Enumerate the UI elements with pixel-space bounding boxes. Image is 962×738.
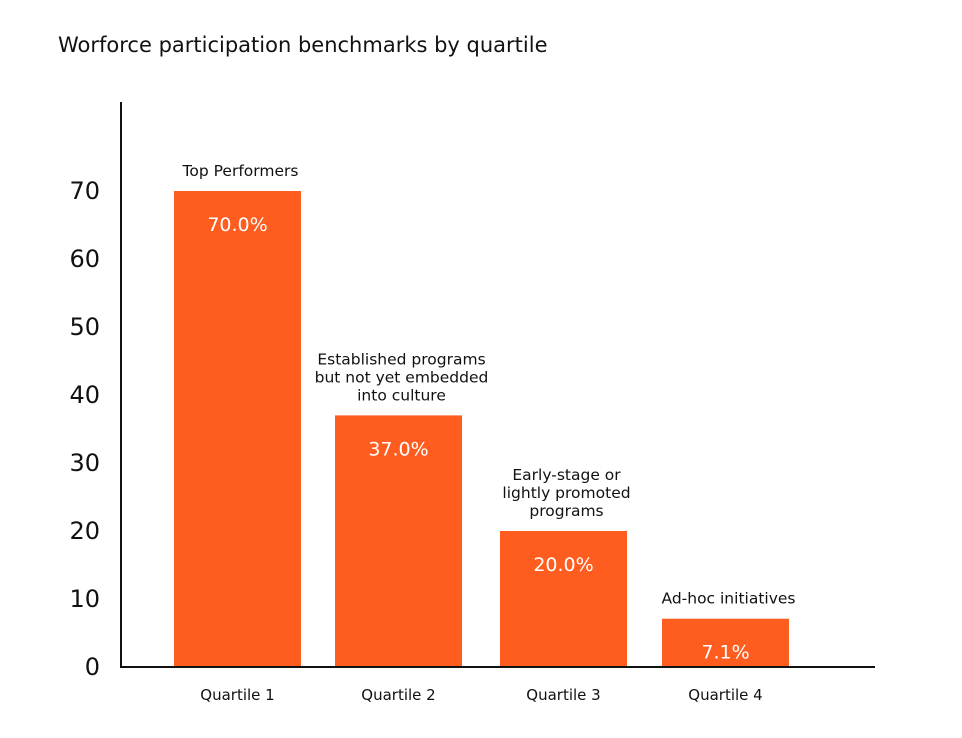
bar xyxy=(662,618,789,667)
bar-annotation-line: but not yet embedded xyxy=(315,368,489,386)
y-tick-label: 60 xyxy=(69,245,100,273)
x-category-label: Quartile 3 xyxy=(526,686,600,704)
y-tick-label: 40 xyxy=(69,381,100,409)
bar-annotation-line: Top Performers xyxy=(182,162,299,180)
y-tick-label: 70 xyxy=(69,177,100,205)
bar-value-label: 70.0% xyxy=(207,214,267,236)
bar-value-label: 7.1% xyxy=(701,642,749,664)
chart-title: Worforce participation benchmarks by qua… xyxy=(58,33,548,57)
x-category-label: Quartile 4 xyxy=(688,686,762,704)
y-tick-label: 30 xyxy=(69,449,100,477)
y-tick-label: 50 xyxy=(69,313,100,341)
bar-annotation: Established programs but not yet embedded… xyxy=(315,350,489,404)
bar-value-label: 37.0% xyxy=(368,438,428,460)
y-tick-label: 20 xyxy=(69,517,100,545)
bar-annotation-line: Established programs xyxy=(317,350,485,368)
x-axis-labels: Quartile 1 Quartile 2 Quartile 3 Quartile 4 xyxy=(200,686,762,704)
bar-annotation: Ad-hoc initiatives xyxy=(661,590,795,608)
bar xyxy=(335,415,462,667)
bar-annotation-line: Ad-hoc initiatives xyxy=(661,590,795,608)
bar-annotation: Early-stage or lightly promoted programs xyxy=(502,466,630,520)
y-axis-ticks: 0 10 20 30 40 50 60 70 xyxy=(69,177,100,681)
bar xyxy=(500,531,627,667)
y-tick-label: 10 xyxy=(69,585,100,613)
bar-value-label: 20.0% xyxy=(533,554,593,576)
bar xyxy=(174,191,301,667)
x-category-label: Quartile 2 xyxy=(361,686,435,704)
annotations-group: Top Performers Established programs but no… xyxy=(182,162,796,608)
bars-group xyxy=(174,191,789,667)
bar-annotation: Top Performers xyxy=(182,162,299,180)
bar-annotation-line: Early-stage or xyxy=(512,466,621,484)
value-labels-group: 70.0% 37.0% 20.0% 7.1% xyxy=(207,214,749,664)
bar-annotation-line: lightly promoted xyxy=(502,484,630,502)
x-category-label: Quartile 1 xyxy=(200,686,274,704)
y-tick-label: 0 xyxy=(85,653,100,681)
bar-annotation-line: into culture xyxy=(357,386,446,404)
bar-annotation-line: programs xyxy=(529,502,603,520)
